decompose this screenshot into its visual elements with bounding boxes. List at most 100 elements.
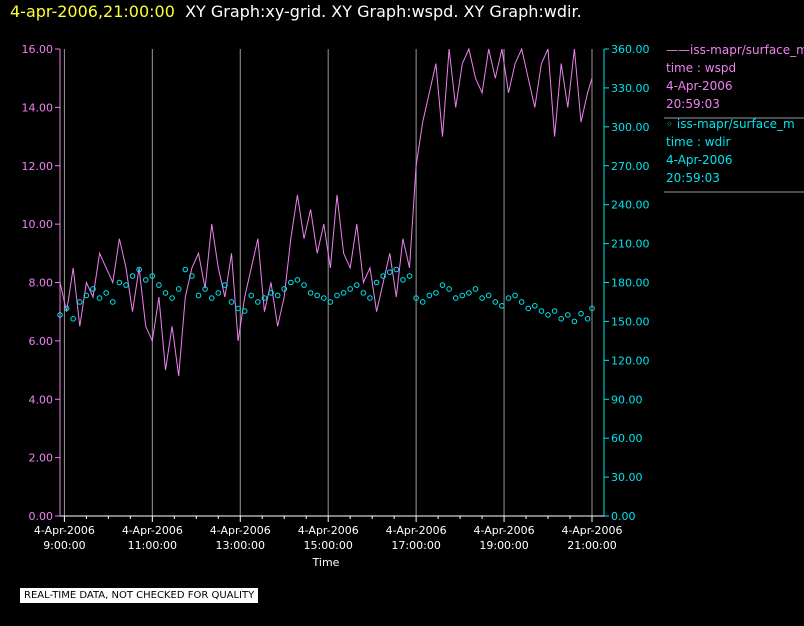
wdir-point <box>347 286 353 292</box>
wdir-point <box>400 277 406 283</box>
wdir-point <box>538 308 545 314</box>
x-tick-date: 4-Apr-2006 <box>561 524 622 537</box>
wdir-point <box>189 273 195 279</box>
wdir-point <box>261 295 268 301</box>
wdir-point <box>386 269 393 275</box>
wdir-point <box>169 295 175 301</box>
wdir-point <box>116 279 123 286</box>
wdir-point <box>268 290 274 296</box>
wdir-point <box>492 299 499 305</box>
x-tick-date: 4-Apr-2006 <box>298 524 359 537</box>
wdir-point <box>505 295 512 301</box>
x-tick-time: 19:00:00 <box>479 539 528 552</box>
wdir-point <box>129 273 136 279</box>
y-right-tick-label: 210.00 <box>611 238 650 251</box>
wdir-point <box>281 286 288 292</box>
chart-header: 4-apr-2006,21:00:00 XY Graph:xy-grid. XY… <box>10 2 582 21</box>
x-tick-date: 4-Apr-2006 <box>386 524 447 537</box>
wdir-point <box>327 299 334 305</box>
wdir-point <box>156 282 162 288</box>
wdir-point <box>406 273 413 279</box>
y-left-tick-label: 0.00 <box>29 510 54 523</box>
wdir-point <box>142 277 149 283</box>
wdir-point <box>518 299 525 305</box>
y-left-tick-label: 12.00 <box>22 160 54 173</box>
legend-label: time : wdir <box>666 135 731 149</box>
y-right-tick-label: 30.00 <box>611 471 643 484</box>
wdir-point <box>208 295 215 301</box>
wdir-point <box>255 299 261 305</box>
y-right-tick-label: 270.00 <box>611 160 650 173</box>
wdir-point <box>248 292 255 299</box>
wdir-point <box>479 295 485 301</box>
wdir-point <box>235 305 241 312</box>
y-left-tick-label: 2.00 <box>29 452 54 465</box>
wdir-point <box>63 305 70 312</box>
wdir-point <box>472 286 479 292</box>
wdir-point <box>182 266 189 273</box>
wdir-point <box>485 292 492 299</box>
y-right-tick-label: 150.00 <box>611 315 650 328</box>
timestamp: 4-apr-2006,21:00:00 <box>10 2 175 21</box>
wdir-point <box>545 312 551 318</box>
wdir-point <box>353 282 360 288</box>
wdir-point <box>202 286 208 292</box>
y-right-tick-label: 60.00 <box>611 432 643 445</box>
y-left-tick-label: 10.00 <box>22 218 54 231</box>
wdir-series <box>57 266 595 325</box>
x-tick-time: 13:00:00 <box>216 539 265 552</box>
wdir-point <box>426 292 433 299</box>
y-left-tick-label: 6.00 <box>29 335 54 348</box>
wdir-point <box>307 290 314 296</box>
wdir-point <box>162 290 169 296</box>
wspd-series <box>59 47 593 376</box>
wdir-point <box>589 305 595 312</box>
wspd-line <box>59 47 593 376</box>
y-left-tick-label: 8.00 <box>29 277 54 290</box>
wdir-point <box>195 292 202 299</box>
legend-line: ◦ iss-mapr/surface_m <box>666 117 795 131</box>
wdir-point <box>340 290 347 296</box>
x-tick-date: 4-Apr-2006 <box>122 524 183 537</box>
wdir-point <box>314 292 321 299</box>
x-tick-time: 15:00:00 <box>303 539 352 552</box>
wdir-point <box>215 290 222 296</box>
wdir-point <box>499 303 505 309</box>
wdir-point <box>578 310 584 317</box>
legend-label: time : wspd <box>666 61 736 75</box>
wdir-point <box>466 290 472 296</box>
wdir-point <box>103 290 109 296</box>
wdir-point <box>446 286 452 292</box>
wdir-point <box>459 292 466 299</box>
wdir-point <box>90 286 96 292</box>
wdir-point <box>301 282 307 288</box>
wdir-point <box>367 295 373 301</box>
wdir-point <box>228 299 235 305</box>
wdir-point <box>83 292 90 299</box>
x-tick-time: 11:00:00 <box>128 539 177 552</box>
legend-time: 20:59:03 <box>666 97 720 111</box>
legend-line: ——iss-mapr/surface_m <box>666 43 804 57</box>
wdir-point <box>76 299 83 305</box>
wdir-point <box>149 273 156 279</box>
x-tick-time: 17:00:00 <box>391 539 440 552</box>
wdir-point <box>136 266 142 273</box>
wdir-point <box>334 292 340 299</box>
wdir-point <box>433 290 439 296</box>
wdir-point <box>565 312 571 318</box>
wdir-point <box>109 299 116 305</box>
wdir-point <box>525 305 532 312</box>
quality-notice: REAL-TIME DATA, NOT CHECKED FOR QUALITY <box>20 588 259 603</box>
grid-lines <box>63 49 593 516</box>
wdir-point <box>532 303 538 309</box>
wdir-point <box>413 295 419 301</box>
y-right-tick-label: 240.00 <box>611 199 650 212</box>
y-right-tick-label: 180.00 <box>611 277 650 290</box>
y-right-tick-label: 90.00 <box>611 393 643 406</box>
wdir-point <box>452 295 459 301</box>
wdir-point <box>70 316 76 322</box>
wdir-point <box>571 318 578 325</box>
wdir-point <box>175 286 182 292</box>
